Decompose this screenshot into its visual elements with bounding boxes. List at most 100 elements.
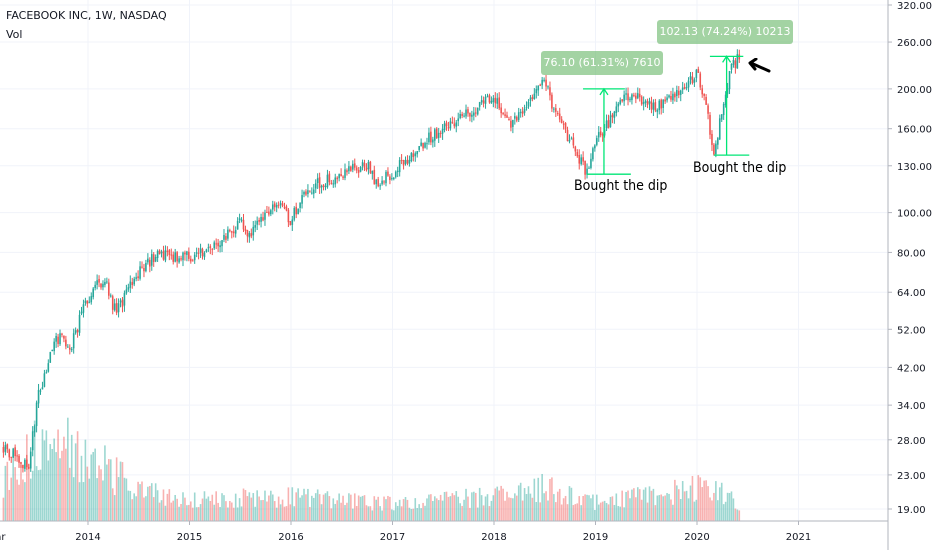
volume-bar	[53, 438, 55, 521]
candle-body	[488, 95, 491, 103]
candle-body	[174, 252, 176, 262]
volume-bar	[533, 478, 536, 521]
candle-body	[424, 142, 426, 148]
volume-bar	[344, 505, 346, 521]
arrow-icon[interactable]	[747, 58, 771, 74]
volume-bar	[568, 486, 571, 521]
bought-the-dip-label-2[interactable]: Bought the dip	[693, 160, 787, 176]
volume-bar	[20, 464, 22, 521]
candle-body	[398, 160, 401, 173]
volume-bar	[490, 500, 493, 521]
volume-bar	[601, 501, 604, 521]
bought-the-dip-label-1[interactable]: Bought the dip	[574, 178, 668, 194]
candle-body	[186, 251, 188, 255]
volume-bar	[174, 494, 176, 521]
volume-bar	[346, 502, 348, 521]
volume-indicator-label[interactable]: Vol	[6, 28, 23, 41]
volume-bar	[572, 505, 575, 521]
volume-bar	[683, 491, 686, 521]
candle-body	[541, 79, 543, 86]
volume-bar	[172, 500, 175, 521]
volume-bar	[734, 508, 737, 521]
volume-bar	[223, 495, 225, 521]
measure-label-2[interactable]: 102.13 (74.24%) 10213	[657, 20, 793, 44]
price-tick-label: 23.00	[897, 471, 926, 482]
volume-bar	[82, 482, 85, 521]
volume-bar	[37, 470, 40, 521]
candle-body	[172, 254, 175, 262]
candle-body	[221, 240, 223, 247]
candle-body	[37, 389, 40, 404]
volume-bar	[293, 506, 296, 521]
candle-body	[26, 459, 28, 468]
volume-bar	[178, 506, 180, 521]
candle-body	[521, 111, 524, 114]
candle-body	[433, 129, 436, 141]
volume-bar	[437, 500, 440, 521]
candle-body	[672, 93, 674, 101]
volume-bar	[625, 491, 627, 521]
candle-body	[636, 93, 639, 99]
candle-body	[227, 229, 229, 239]
candle-body	[393, 177, 395, 180]
volume-bar	[209, 500, 212, 521]
volume-bar	[190, 501, 192, 521]
candle-body	[154, 257, 157, 262]
volume-bar	[338, 493, 340, 521]
volume-bar	[642, 489, 645, 521]
volume-bar	[27, 464, 30, 521]
volume-bar	[574, 504, 577, 521]
volume-bar	[424, 505, 426, 521]
volume-bar	[605, 502, 608, 521]
candle-body	[252, 226, 255, 236]
volume-bar	[576, 503, 579, 521]
candle-body	[558, 113, 561, 120]
candle-body	[707, 105, 709, 114]
volume-bar	[215, 491, 217, 521]
volume-bar	[514, 493, 516, 521]
candle-body	[588, 167, 590, 169]
candle-body	[482, 100, 485, 104]
volume-bar	[229, 501, 231, 521]
volume-bar	[529, 493, 532, 521]
volume-bar	[443, 491, 446, 521]
candle-body	[646, 101, 649, 105]
time-tick-label: 2014	[75, 532, 100, 543]
volume-bar	[352, 508, 354, 521]
volume-bar	[149, 485, 151, 521]
candle-body	[375, 179, 378, 185]
volume-bar	[96, 478, 98, 521]
candle-body	[281, 203, 284, 207]
candle-body	[736, 54, 739, 69]
candle-body	[668, 95, 670, 98]
volume-bar	[611, 496, 614, 521]
candle-body	[529, 97, 532, 101]
candle-body	[715, 143, 717, 155]
candle-body	[373, 169, 376, 185]
candle-body	[256, 220, 258, 225]
volume-bar	[406, 499, 409, 521]
volume-bar	[197, 507, 200, 521]
candle-body	[445, 122, 448, 127]
volume-bar	[332, 498, 335, 521]
volume-bar	[730, 491, 733, 521]
volume-bar	[111, 488, 114, 521]
measure-label-1[interactable]: 76.10 (61.31%) 7610	[541, 51, 663, 75]
symbol-title[interactable]: FACEBOOK INC, 1W, NASDAQ	[6, 9, 167, 22]
volume-bar	[558, 488, 561, 521]
volume-bar	[463, 499, 465, 521]
volume-bar	[627, 490, 629, 521]
candle-body	[648, 100, 651, 104]
candle-body	[549, 87, 551, 96]
candle-body	[149, 259, 151, 267]
price-tick-label: 34.00	[897, 401, 926, 412]
volume-bar	[398, 499, 401, 521]
volume-bar	[287, 487, 290, 521]
volume-bar	[84, 439, 87, 521]
candle-body	[127, 287, 130, 290]
price-tick-label: 80.00	[897, 248, 926, 259]
candle-body	[732, 59, 735, 65]
volume-bar	[199, 504, 202, 521]
volume-bar	[631, 489, 633, 521]
